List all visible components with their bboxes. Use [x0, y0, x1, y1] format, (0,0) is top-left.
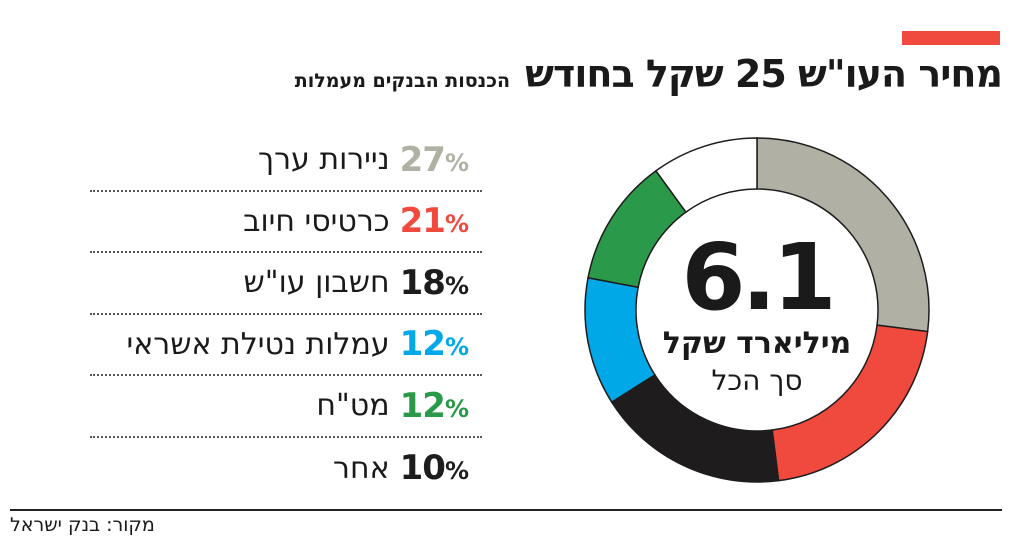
source-note: מקור: בנק ישראל — [10, 514, 155, 536]
legend-value: 10% — [399, 448, 469, 489]
legend: 27% ניירות ערך 21% כרטיסי חיוב 18% חשבון עו"ש… — [90, 130, 482, 499]
chart-subtitle: הכנסות הבנקים מעמלות — [294, 70, 511, 92]
legend-value: 18% — [399, 262, 469, 303]
legend-item: 27% ניירות ערך — [90, 130, 482, 192]
percent-sign: % — [444, 148, 469, 177]
accent-bar — [902, 31, 1000, 45]
center-value: 6.1 — [681, 224, 837, 331]
legend-value-number: 18 — [399, 262, 446, 303]
legend-item: 12% עמלות נטילת אשראי — [90, 315, 482, 376]
legend-item: 18% חשבון עו"ש — [90, 253, 482, 315]
legend-value: 27% — [399, 139, 469, 180]
header: מחיר העו"ש 25 שקל בחודש הכנסות הבנקים מע… — [294, 52, 1003, 96]
legend-value-number: 27 — [399, 139, 446, 180]
legend-value-number: 10 — [399, 448, 446, 489]
percent-sign: % — [444, 271, 469, 300]
legend-label: כרטיסי חיוב — [243, 203, 390, 239]
legend-value-number: 12 — [399, 324, 446, 365]
percent-sign: % — [444, 457, 469, 486]
footer-divider — [10, 509, 1002, 511]
percent-sign: % — [444, 333, 469, 362]
donut-chart — [584, 137, 930, 483]
legend-label: מט"ח — [316, 388, 390, 424]
legend-item: 10% אחר — [90, 438, 482, 500]
legend-item: 12% מט"ח — [90, 376, 482, 438]
legend-value: 21% — [399, 201, 469, 242]
percent-sign: % — [444, 394, 469, 423]
legend-label: ניירות ערך — [258, 142, 390, 178]
legend-label: עמלות נטילת אשראי — [126, 326, 390, 362]
chart-title: מחיר העו"ש 25 שקל בחודש — [525, 52, 1003, 96]
legend-value-number: 12 — [399, 385, 446, 426]
donut-slice — [654, 137, 758, 214]
legend-value: 12% — [399, 324, 469, 365]
center-unit: מיליארד שקל — [662, 326, 852, 361]
legend-value: 12% — [399, 385, 469, 426]
legend-label: אחר — [333, 450, 390, 486]
center-caption: סך הכל — [711, 364, 803, 397]
percent-sign: % — [444, 210, 469, 239]
legend-value-number: 21 — [399, 201, 446, 242]
legend-item: 21% כרטיסי חיוב — [90, 192, 482, 253]
legend-label: חשבון עו"ש — [243, 265, 390, 301]
